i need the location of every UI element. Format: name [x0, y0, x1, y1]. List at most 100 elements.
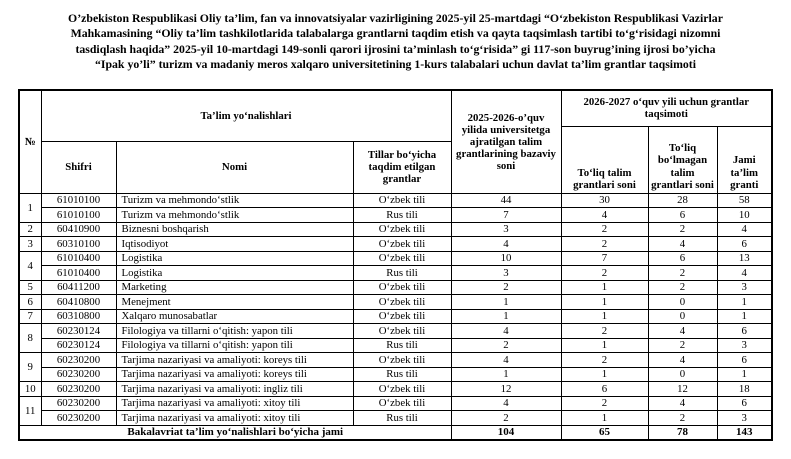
cell-toliq-bolmagan: 2: [647, 337, 718, 354]
cell-shifri: 60230200: [40, 366, 117, 383]
cell-til: Rus tili: [352, 337, 452, 354]
table-footer: Bakalavriat ta’lim yo‘nalishlari bo‘yich…: [18, 424, 773, 441]
cell-nomi: Filologiya va tillarni o‘qitish: yapon t…: [115, 337, 354, 354]
cell-jami: 10: [716, 207, 773, 223]
total-jami: 143: [716, 424, 773, 441]
cell-til: O‘zbek tili: [352, 323, 452, 339]
cell-toliq-bolmagan: 0: [647, 308, 718, 325]
cell-jami: 3: [716, 410, 773, 426]
cell-til: O‘zbek tili: [352, 279, 452, 296]
cell-shifri: 60411200: [40, 279, 117, 296]
cell-toliq: 1: [560, 294, 649, 310]
cell-shifri: 60230200: [40, 395, 117, 412]
cell-bazaviy: 1: [450, 366, 562, 383]
table-header: № Ta’lim yo‘nalishlari 2025-2026-o’quv y…: [18, 89, 773, 194]
cell-til: Rus tili: [352, 207, 452, 223]
cell-nomi: Marketing: [115, 279, 354, 296]
cell-nomi: Tarjima nazariyasi va amaliyoti: xitoy t…: [115, 410, 354, 426]
table-row: 8 60230124 Filologiya va tillarni o‘qitish…: [18, 323, 773, 354]
cell-bazaviy: 4: [450, 395, 562, 412]
cell-shifri: 60310800: [40, 308, 117, 325]
cell-bazaviy: 2: [450, 337, 562, 354]
cell-toliq: 1: [560, 308, 649, 325]
table-row: 60230200 Tarjima nazariyasi va amaliyoti:…: [19, 366, 773, 383]
cell-nomi: Tarjima nazariyasi va amaliyoti: koreys …: [115, 352, 354, 368]
title-line-3: tasdiqlash haqida” 2025-yil 10-martdagi …: [75, 41, 716, 56]
cell-shifri: 60230200: [40, 352, 117, 368]
cell-jami: 3: [716, 279, 773, 296]
row-number: 10: [18, 381, 42, 397]
cell-til: O‘zbek tili: [352, 381, 452, 397]
cell-toliq: 2: [560, 352, 649, 368]
cell-toliq: 2: [560, 236, 649, 252]
row-number: 3: [18, 236, 42, 252]
document-title: O’zbekiston Respublikasi Oliy ta’lim, fa…: [14, 11, 777, 72]
cell-shifri: 61010100: [40, 207, 117, 223]
table-row: 60230200 Tarjima nazariyasi va amaliyoti:…: [19, 410, 773, 426]
cell-jami: 6: [716, 395, 773, 412]
row-number: 4: [18, 250, 42, 281]
cell-nomi: Tarjima nazariyasi va amaliyoti: xitoy t…: [115, 395, 354, 412]
cell-nomi: Menejment: [115, 294, 354, 310]
cell-bazaviy: 3: [450, 265, 562, 281]
row-number: 8: [18, 323, 42, 354]
table-row: 3 60310100 Iqtisodiyot O‘zbek tili 4 2 4 6: [18, 236, 773, 252]
cell-nomi: Filologiya va tillarni o‘qitish: yapon t…: [115, 323, 354, 339]
cell-shifri: 60410800: [40, 294, 117, 310]
cell-toliq-bolmagan: 2: [647, 221, 718, 238]
row-number: 2: [18, 221, 42, 238]
cell-nomi: Tarjima nazariyasi va amaliyoti: ingliz …: [115, 381, 354, 397]
table-row: 10 60230200 Tarjima nazariyasi va amaliyot…: [18, 381, 773, 397]
cell-toliq: 1: [560, 366, 649, 383]
cell-til: Rus tili: [352, 366, 452, 383]
cell-shifri: 60410900: [40, 221, 117, 238]
row-number: 5: [18, 279, 42, 296]
cell-toliq: 4: [560, 207, 649, 223]
header-tillar: Tillar bo‘yicha taqdim etilgan grantlar: [352, 140, 452, 194]
table-row: 2 60410900 Biznesni boshqarish O‘zbek tili 3…: [18, 221, 773, 238]
cell-bazaviy: 2: [450, 279, 562, 296]
row-number: 9: [18, 352, 42, 383]
cell-til: O‘zbek tili: [352, 192, 452, 209]
cell-toliq: 2: [560, 221, 649, 238]
cell-til: Rus tili: [352, 265, 452, 281]
cell-toliq-bolmagan: 2: [647, 265, 718, 281]
cell-shifri: 60230124: [40, 337, 117, 354]
header-toliq-bolmagan-grantlar: To‘liq bo‘lmagan talim grantlari soni: [647, 125, 718, 194]
total-toliq-bolmagan: 78: [647, 424, 718, 441]
cell-jami: 3: [716, 337, 773, 354]
cell-toliq: 1: [560, 410, 649, 426]
cell-toliq-bolmagan: 0: [647, 294, 718, 310]
title-line-1: O’zbekiston Respublikasi Oliy ta’lim, fa…: [68, 11, 723, 25]
cell-nomi: Turizm va mehmondo‘stlik: [115, 207, 354, 223]
table-body: 1 61010100 Turizm va mehmondo‘stlik O‘zbek …: [18, 192, 773, 426]
header-jami-granti: Jami ta’lim granti: [716, 125, 773, 194]
table-row: 7 60310800 Xalqaro munosabatlar O‘zbek tili…: [18, 308, 773, 325]
cell-nomi: Tarjima nazariyasi va amaliyoti: koreys …: [115, 366, 354, 383]
cell-toliq: 2: [560, 395, 649, 412]
cell-shifri: 60230200: [40, 381, 117, 397]
row-number: 1: [18, 192, 42, 223]
cell-til: O‘zbek tili: [352, 294, 452, 310]
cell-shifri: 61010100: [40, 192, 117, 209]
cell-jami: 6: [716, 236, 773, 252]
cell-nomi: Logistika: [115, 265, 354, 281]
cell-toliq-bolmagan: 4: [647, 352, 718, 368]
cell-til: O‘zbek tili: [352, 352, 452, 368]
cell-toliq-bolmagan: 4: [647, 395, 718, 412]
cell-shifri: 61010400: [40, 250, 117, 267]
cell-nomi: Turizm va mehmondo‘stlik: [115, 192, 354, 209]
header-no: №: [18, 89, 42, 194]
cell-toliq-bolmagan: 28: [647, 192, 718, 209]
cell-jami: 4: [716, 221, 773, 238]
header-talim-yonalishlari: Ta’lim yo‘nalishlari: [40, 89, 452, 142]
row-number: 7: [18, 308, 42, 325]
table-row: 1 61010100 Turizm va mehmondo‘stlik O‘zbek …: [18, 192, 773, 223]
total-label: Bakalavriat ta’lim yo‘nalishlari bo‘yich…: [18, 424, 452, 441]
cell-bazaviy: 2: [450, 410, 562, 426]
cell-jami: 6: [716, 323, 773, 339]
cell-bazaviy: 12: [450, 381, 562, 397]
table-row: 11 60230200 Tarjima nazariyasi va amaliyot…: [18, 395, 773, 426]
cell-jami: 18: [716, 381, 773, 397]
cell-til: O‘zbek tili: [352, 395, 452, 412]
